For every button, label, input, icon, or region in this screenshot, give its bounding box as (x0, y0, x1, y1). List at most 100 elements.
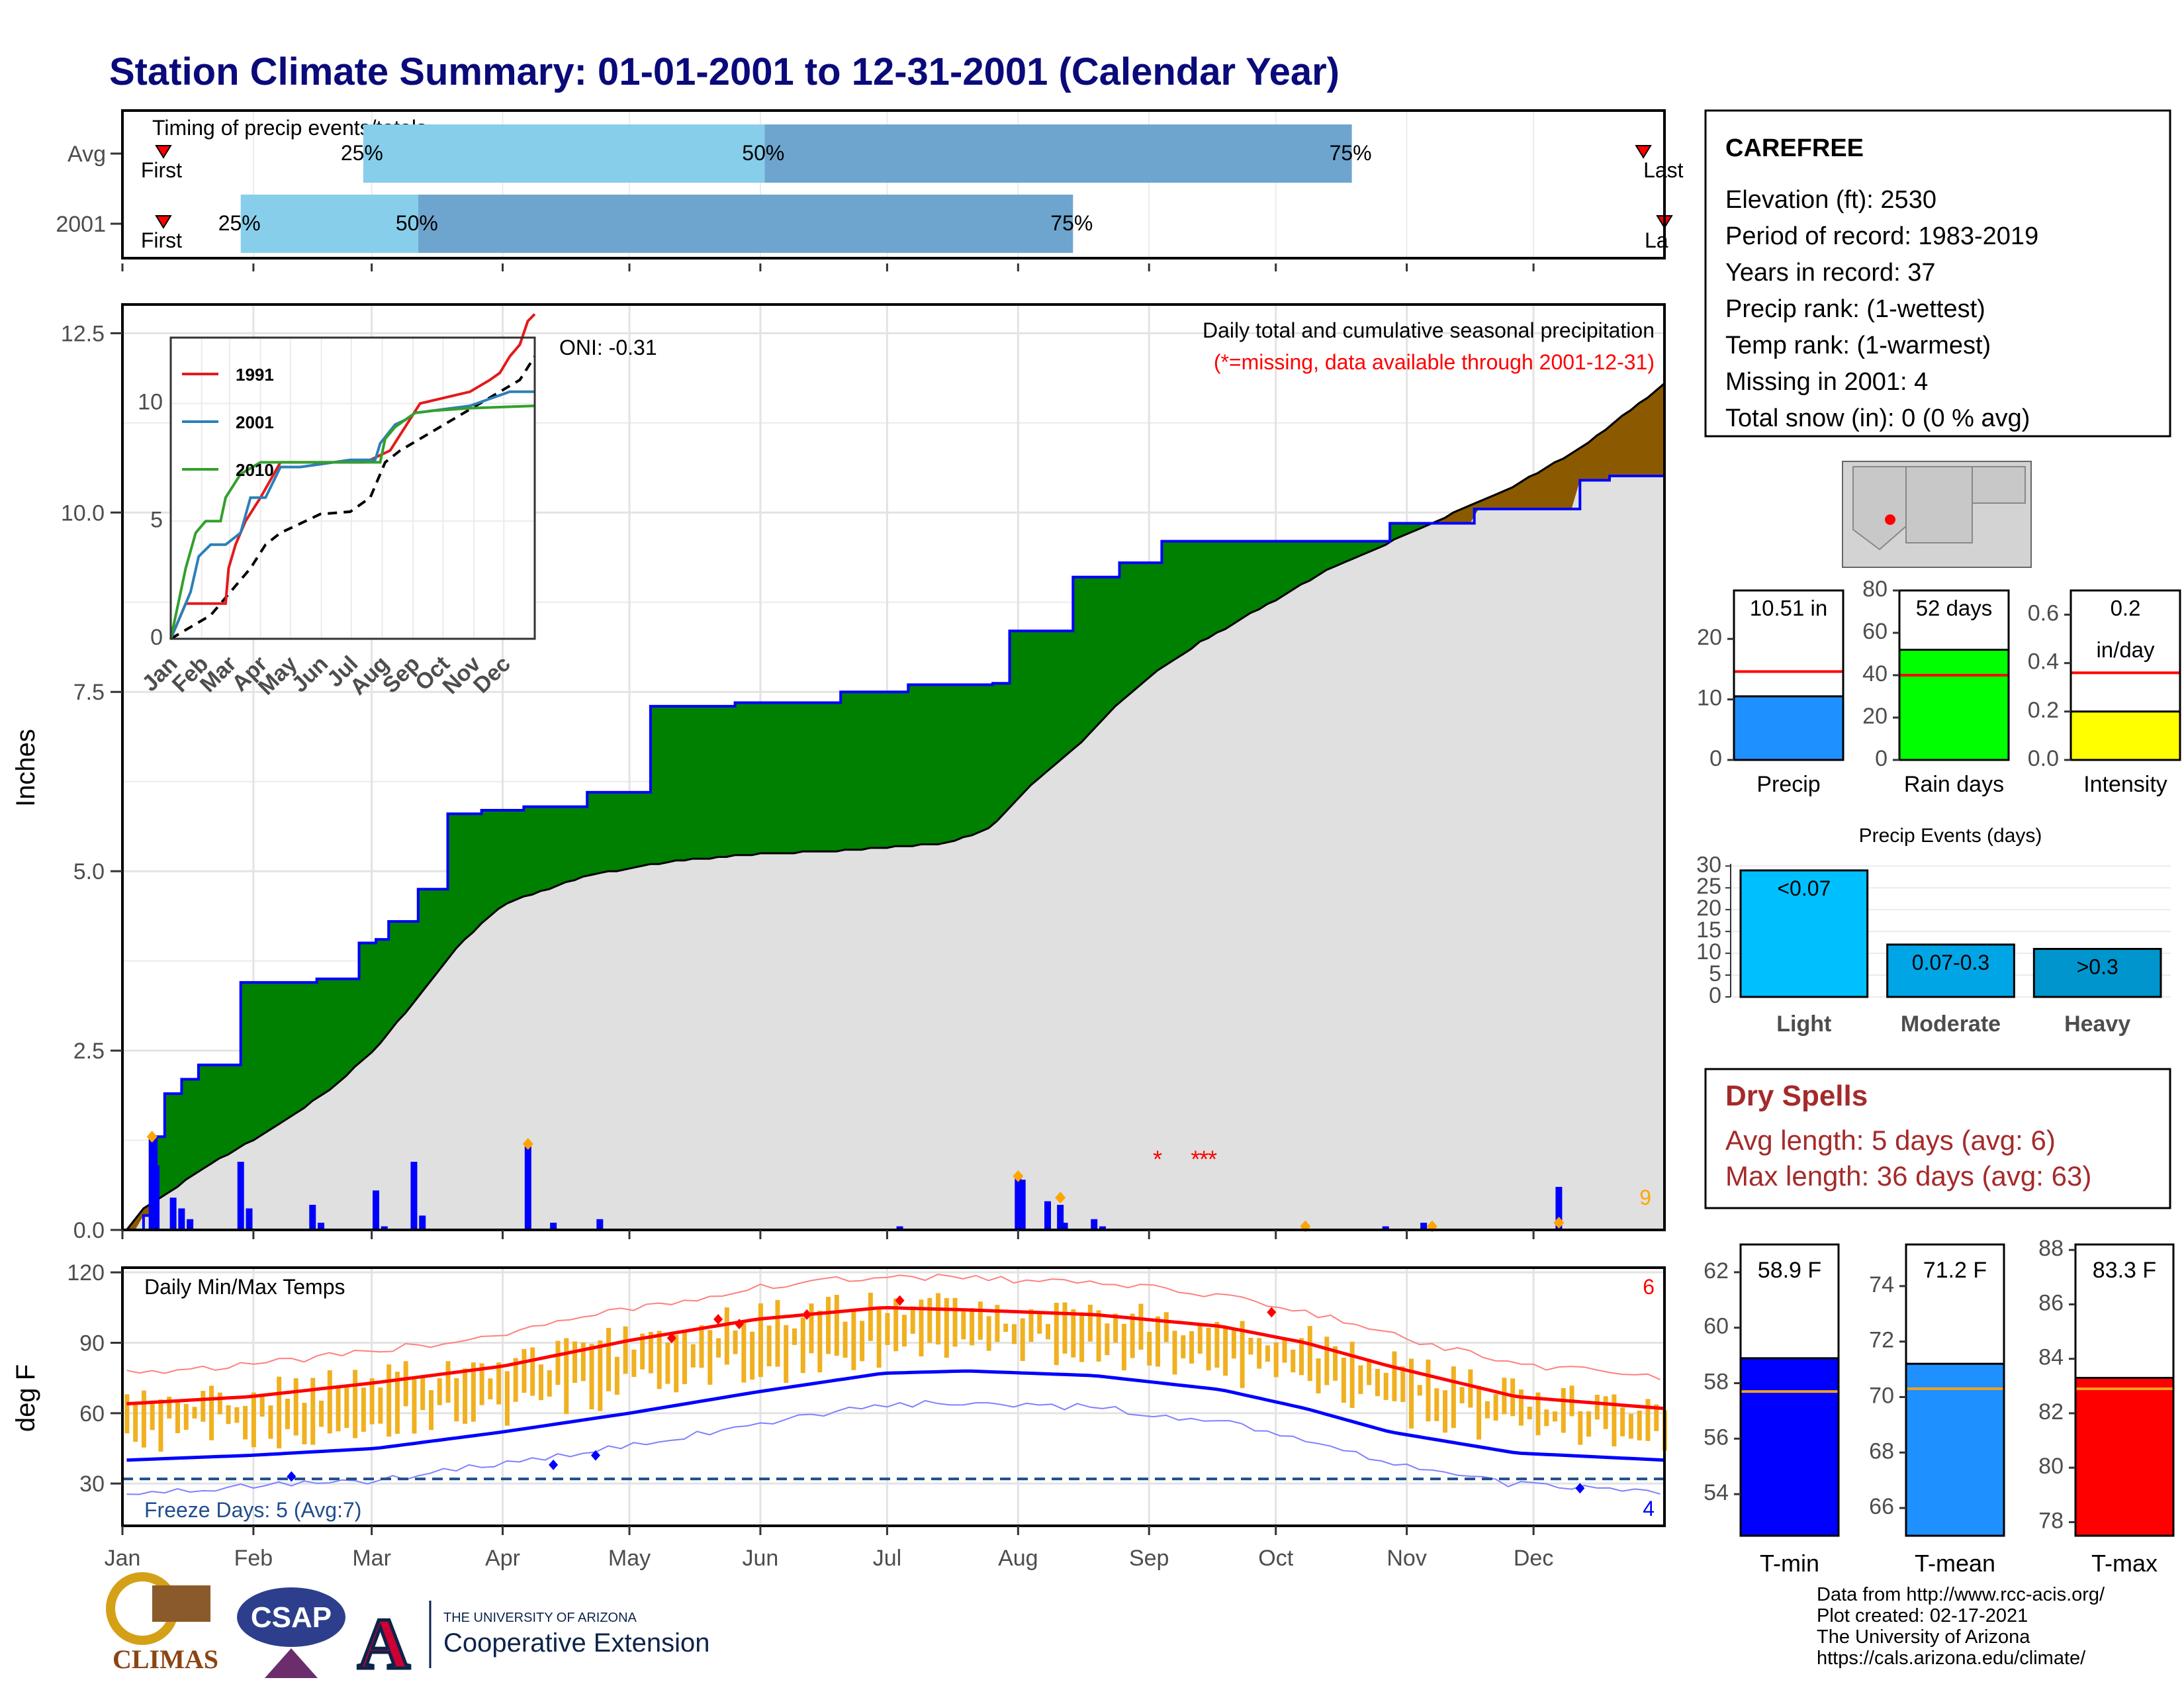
daily-temp-range-bar (234, 1407, 240, 1423)
climas-logo-shape (152, 1585, 210, 1622)
daily-temp-range-bar (336, 1385, 341, 1432)
temp-summary-label: T-min (1760, 1550, 1819, 1577)
inset-y-tick-label: 10 (138, 390, 163, 415)
map-state-arizona (1852, 466, 1907, 551)
daily-temp-range-bar (488, 1378, 493, 1399)
daily-temp-range-bar (623, 1326, 628, 1374)
daily-temp-range-bar (1046, 1324, 1050, 1340)
summary-value-label: 52 days (1916, 596, 1993, 620)
daily-precip-bar (1015, 1176, 1022, 1230)
daily-temp-range-bar (995, 1305, 1000, 1342)
daily-temp-range-bar (133, 1403, 138, 1442)
timing-bar-q25-q50 (363, 124, 765, 183)
precip-legend-title: Daily total and cumulative seasonal prec… (1203, 318, 1655, 342)
daily-temp-range-bar (1020, 1318, 1025, 1362)
extreme-precip-marker (1553, 1217, 1565, 1229)
extreme-precip-marker (1013, 1170, 1024, 1182)
csap-logo-text: CSAP (251, 1601, 332, 1634)
first-event-marker (155, 215, 172, 229)
daily-precip-bar (169, 1197, 177, 1230)
daily-temp-range-bar (800, 1317, 805, 1374)
daily-precip-bar (410, 1162, 418, 1230)
month-tick-label: Jan (105, 1546, 141, 1571)
daily-temp-range-bar (217, 1392, 222, 1415)
credit-line: https://cals.arizona.edu/climate/ (1817, 1648, 2086, 1669)
daily-temp-range-bar (936, 1293, 941, 1345)
dry-spells-avg: Avg length: 5 days (avg: 6) (1725, 1125, 2056, 1156)
missing-data-marker: * (1191, 1146, 1200, 1173)
daily-temp-range-bar (1628, 1413, 1633, 1439)
daily-temp-range-bar (394, 1372, 400, 1434)
month-tick-label: Jun (743, 1546, 779, 1571)
daily-temp-range-bar (817, 1310, 823, 1373)
temp-y-axis-label: deg F (11, 1364, 40, 1432)
month-tick-label: Apr (485, 1546, 520, 1571)
daily-temp-range-bar (750, 1331, 755, 1380)
temp-summary-bar (1739, 1357, 1840, 1537)
daily-temp-range-bar (251, 1392, 256, 1448)
temp-bar-y-tick-label: 78 (2038, 1508, 2064, 1533)
daily-temp-range-bar (201, 1391, 206, 1422)
daily-precip-bar (246, 1208, 253, 1230)
timing-bar-q50-q75 (418, 195, 1073, 253)
daily-temp-range-bar (665, 1342, 670, 1384)
daily-temp-range-bar (1189, 1331, 1195, 1364)
daily-temp-range-bar (1307, 1326, 1312, 1382)
precip-event-category-label: Moderate (1901, 1011, 2001, 1037)
inset-y-tick-label: 0 (150, 625, 163, 650)
station-info-line: Missing in 2001: 4 (1725, 368, 1928, 396)
daily-temp-range-bar (876, 1307, 882, 1368)
daily-temp-range-bar (1257, 1338, 1262, 1369)
missing-data-marker: * (1153, 1146, 1162, 1173)
daily-temp-range-bar (504, 1371, 510, 1426)
daily-temp-range-bar (471, 1362, 476, 1422)
daily-temp-range-bar (1484, 1401, 1490, 1419)
month-tick-label: Nov (1387, 1546, 1426, 1571)
daily-precip-bar (1044, 1201, 1051, 1230)
daily-temp-range-bar (1586, 1411, 1592, 1437)
daily-temp-range-bar (564, 1338, 569, 1415)
daily-temp-range-bar (150, 1400, 155, 1430)
daily-temp-range-bar (1383, 1372, 1388, 1400)
temp-panel-label: Daily Min/Max Temps (144, 1275, 345, 1299)
daily-temp-range-bar (1147, 1331, 1152, 1366)
events-y-tick-label: 10 (1696, 939, 1721, 964)
daily-precip-bar (596, 1219, 604, 1230)
daily-temp-range-bar (606, 1327, 612, 1391)
timing-bar-q50-q75 (764, 124, 1352, 183)
daily-temp-range-bar (1138, 1303, 1144, 1350)
daily-temp-range-bar (1468, 1369, 1473, 1408)
temp-bar-y-tick-label: 72 (1869, 1328, 1894, 1353)
daily-temp-range-bar (1553, 1411, 1558, 1422)
series-2001-cumulative-line (126, 475, 1664, 1231)
daily-temp-range-bar (1333, 1346, 1338, 1381)
station-frame (1704, 109, 2171, 438)
daily-precip-bar (1061, 1223, 1068, 1230)
timing-row-label: 2001 (56, 212, 106, 237)
ua-logo-small-text: THE UNIVERSITY OF ARIZONA (443, 1611, 637, 1625)
daily-temp-range-bar (454, 1378, 459, 1422)
temp-bar-y-tick-label: 74 (1869, 1272, 1894, 1297)
daily-temp-range-bar (259, 1397, 265, 1417)
daily-temp-range-bar (1299, 1338, 1304, 1376)
daily-precip-bar (148, 1137, 156, 1230)
temp-panel: Daily Min/Max Temps Freeze Days: 5 (Avg:7… (11, 1260, 1667, 1571)
daily-temp-range-bar (826, 1297, 831, 1354)
daily-precip-bar (309, 1205, 316, 1230)
daily-temp-range-bar (1214, 1321, 1220, 1368)
daily-temp-range-bar (699, 1325, 704, 1368)
daily-temp-range-bar (716, 1338, 721, 1358)
dry-spells-title: Dry Spells (1725, 1080, 1868, 1112)
timing-label-75: 75% (1330, 141, 1372, 165)
daily-temp-range-bar (522, 1348, 527, 1393)
temp-bar-y-tick-label: 68 (1869, 1438, 1894, 1464)
station-info-line: Total snow (in): 0 (0 % avg) (1725, 404, 2030, 432)
daily-temp-range-bar (868, 1292, 873, 1341)
temp-bar-charts: 58.9 F 54 56 58 60 62 T-min 71.2 F 66 68 70 72 74 T-m… (1704, 1236, 2175, 1577)
daily-temp-range-bar (1426, 1359, 1431, 1422)
daily-temp-range-bar (1265, 1345, 1270, 1362)
daily-temp-range-bar (842, 1321, 848, 1358)
daily-precip-bar (1019, 1180, 1026, 1230)
summary-y-tick-label: 60 (1862, 619, 1888, 644)
